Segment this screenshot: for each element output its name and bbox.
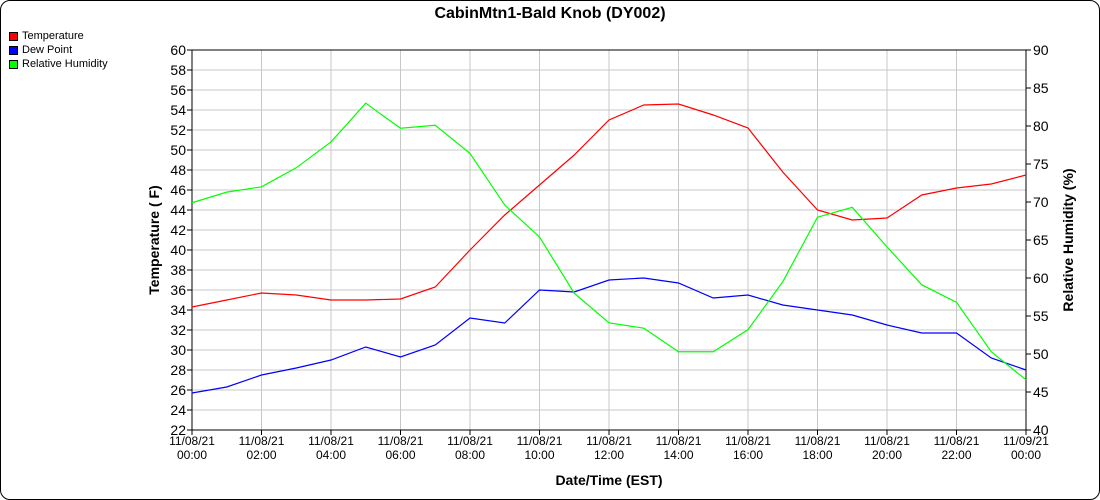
x-tick-time: 06:00	[385, 448, 415, 462]
temperature-line	[191, 103, 1027, 308]
chart-title: CabinMtn1-Bald Knob (DY002)	[434, 5, 666, 22]
legend-label: Dew Point	[22, 44, 73, 56]
legend-label: Relative Humidity	[22, 58, 108, 70]
x-tick-time: 00:00	[1011, 448, 1041, 462]
dew-point-line	[191, 277, 1027, 394]
relative-humidity-line	[191, 102, 1027, 381]
y-tick-label: 46	[170, 182, 186, 198]
x-tick-label: 11/09/21 00:00	[1003, 434, 1049, 462]
x-tick-date: 11/08/21	[378, 434, 424, 448]
x-tick-time: 00:00	[177, 448, 207, 462]
y2-tick-label: 50	[1033, 346, 1049, 362]
y-tick-label: 60	[170, 42, 186, 58]
x-tick-date: 11/09/21	[1003, 434, 1049, 448]
x-axis-title: Date/Time (EST)	[555, 472, 662, 488]
y-tick-label: 52	[170, 122, 186, 138]
y-tick-label: 30	[170, 342, 186, 358]
x-tick-date: 11/08/21	[934, 434, 980, 448]
x-tick-date: 11/08/21	[517, 434, 563, 448]
x-tick-label: 11/08/21 08:00	[447, 434, 493, 462]
legend: Temperature Dew Point Relative Humidity	[9, 29, 108, 71]
x-tick-label: 11/08/21 10:00	[517, 434, 563, 462]
legend-swatch	[9, 45, 18, 55]
x-tick-date: 11/08/21	[586, 434, 632, 448]
y-tick-label: 26	[170, 382, 186, 398]
x-tick-time: 22:00	[941, 448, 971, 462]
y2-tick-label: 80	[1033, 118, 1049, 134]
y-tick-label: 38	[170, 262, 186, 278]
x-tick-label: 11/08/21 16:00	[725, 434, 771, 462]
y-tick-label: 56	[170, 82, 186, 98]
legend-swatch	[9, 31, 18, 41]
y2-tick-label: 65	[1033, 232, 1049, 248]
x-tick-time: 20:00	[872, 448, 902, 462]
x-tick-label: 11/08/21 22:00	[934, 434, 980, 462]
x-tick-time: 14:00	[663, 448, 693, 462]
y-tick-label: 28	[170, 362, 186, 378]
x-tick-label: 11/08/21 18:00	[795, 434, 841, 462]
y-tick-label: 48	[170, 162, 186, 178]
x-tick-time: 08:00	[455, 448, 485, 462]
x-tick-date: 11/08/21	[656, 434, 702, 448]
y-tick-label: 36	[170, 282, 186, 298]
x-tick-date: 11/08/21	[169, 434, 215, 448]
legend-swatch	[9, 59, 18, 69]
y-tick-label: 42	[170, 222, 186, 238]
x-tick-label: 11/08/21 12:00	[586, 434, 632, 462]
legend-item-relative-humidity: Relative Humidity	[9, 57, 108, 71]
y-axis-title: Temperature ( F)	[146, 185, 162, 294]
y-tick-label: 32	[170, 322, 186, 338]
y-tick-label: 34	[170, 302, 186, 318]
y2-tick-label: 70	[1033, 194, 1049, 210]
y-tick-label: 24	[170, 402, 186, 418]
x-tick-label: 11/08/21 14:00	[656, 434, 702, 462]
y2-axis-title: Relative Humidity (%)	[1060, 168, 1076, 311]
y-tick-label: 58	[170, 62, 186, 78]
y-tick-label: 40	[170, 242, 186, 258]
x-tick-date: 11/08/21	[447, 434, 493, 448]
x-tick-time: 18:00	[802, 448, 832, 462]
x-tick-date: 11/08/21	[795, 434, 841, 448]
legend-item-dew-point: Dew Point	[9, 43, 108, 57]
y2-tick-label: 85	[1033, 80, 1049, 96]
x-tick-label: 11/08/21 00:00	[169, 434, 215, 462]
y-tick-label: 50	[170, 142, 186, 158]
x-tick-time: 12:00	[594, 448, 624, 462]
x-tick-time: 10:00	[524, 448, 554, 462]
y2-tick-label: 90	[1033, 42, 1049, 58]
y-tick-label: 44	[170, 202, 186, 218]
y2-tick-label: 60	[1033, 270, 1049, 286]
x-tick-time: 04:00	[316, 448, 346, 462]
legend-item-temperature: Temperature	[9, 29, 108, 43]
y2-tick-label: 55	[1033, 308, 1049, 324]
x-tick-date: 11/08/21	[864, 434, 910, 448]
y-tick-label: 22	[170, 422, 186, 438]
x-tick-label: 11/08/21 06:00	[378, 434, 424, 462]
x-tick-time: 16:00	[733, 448, 763, 462]
y-tick-label: 54	[170, 102, 186, 118]
plot-border	[191, 49, 1027, 431]
x-tick-label: 11/08/21 04:00	[308, 434, 354, 462]
legend-label: Temperature	[22, 30, 84, 42]
x-tick-label: 11/08/21 20:00	[864, 434, 910, 462]
x-tick-time: 02:00	[246, 448, 276, 462]
x-tick-date: 11/08/21	[308, 434, 354, 448]
x-tick-label: 11/08/21 02:00	[239, 434, 285, 462]
y2-tick-label: 45	[1033, 384, 1049, 400]
x-tick-date: 11/08/21	[239, 434, 285, 448]
x-tick-date: 11/08/21	[725, 434, 771, 448]
y2-tick-label: 75	[1033, 156, 1049, 172]
y2-tick-label: 40	[1033, 422, 1049, 438]
